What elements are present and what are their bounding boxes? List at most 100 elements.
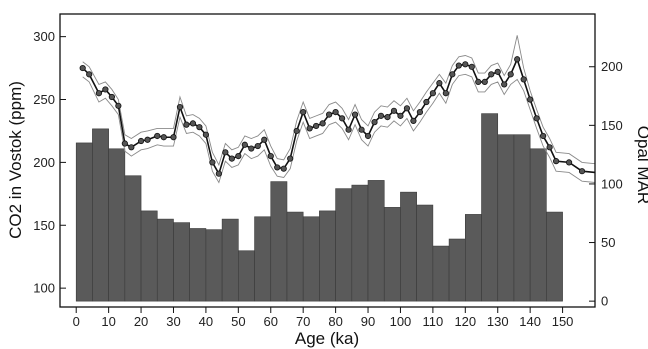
co2-point xyxy=(416,108,424,116)
opal-bar xyxy=(432,245,450,302)
co2-point xyxy=(79,64,86,72)
right-tick-label: 50 xyxy=(601,235,615,250)
co2-point xyxy=(429,90,436,97)
co2-point xyxy=(410,117,417,124)
x-tick-label: 10 xyxy=(101,314,115,329)
co2-point xyxy=(442,90,449,97)
opal-bar xyxy=(464,214,482,302)
right-tick-label: 200 xyxy=(601,59,623,74)
x-tick-label: 80 xyxy=(328,314,342,329)
x-axis-ticks: 0 10 20 30 40 50 60 70 80 90 100 110 120 130 140 150 xyxy=(73,307,573,329)
opal-bar xyxy=(205,229,223,302)
co2-point xyxy=(520,76,527,83)
opal-bar xyxy=(173,222,190,302)
x-tick-label: 120 xyxy=(454,314,476,329)
co2-point xyxy=(540,132,547,140)
opal-bar xyxy=(254,216,272,302)
co2-point xyxy=(102,86,109,93)
opal-bar xyxy=(546,211,563,302)
co2-point xyxy=(455,62,462,69)
opal-bar xyxy=(513,134,531,302)
co2-point xyxy=(261,136,268,143)
co2-point xyxy=(86,71,93,78)
co2-line xyxy=(79,56,596,177)
opal-bar xyxy=(124,175,142,302)
co2-point xyxy=(154,132,161,140)
opal-bar xyxy=(189,228,207,302)
co2-point xyxy=(501,81,508,88)
x-tick-label: 90 xyxy=(361,314,375,329)
co2-point xyxy=(267,153,274,160)
co2-point xyxy=(222,149,229,156)
co2-point xyxy=(254,142,261,150)
co2-point xyxy=(313,122,320,130)
opal-bar xyxy=(448,238,466,302)
co2-point xyxy=(202,131,210,138)
co2-point xyxy=(170,134,177,141)
x-tick-label: 110 xyxy=(423,314,444,329)
co2-point xyxy=(552,158,560,165)
co2-point xyxy=(209,159,216,166)
co2-point xyxy=(293,127,300,135)
opal-bar xyxy=(140,210,158,302)
x-tick-label: 70 xyxy=(296,314,310,329)
left-tick-label: 300 xyxy=(33,29,55,44)
co2-point xyxy=(475,78,482,86)
co2-point xyxy=(235,153,242,160)
co2-point xyxy=(494,68,501,75)
co2-point xyxy=(115,102,122,109)
x-tick-label: 140 xyxy=(519,314,541,329)
opal-bar xyxy=(367,180,385,302)
co2-point xyxy=(300,108,307,116)
co2-point xyxy=(449,71,456,78)
co2-point xyxy=(176,103,184,111)
opal-bar xyxy=(529,148,547,302)
x-tick-label: 60 xyxy=(264,314,278,329)
co2-point xyxy=(533,115,540,122)
co2-point xyxy=(371,119,378,126)
co2-point xyxy=(248,145,255,152)
left-tick-label: 250 xyxy=(33,92,55,107)
co2-point xyxy=(358,126,365,133)
left-tick-label: 100 xyxy=(33,281,55,296)
co2-point xyxy=(121,140,128,147)
right-axis-ticks: 0 50 100 150 200 xyxy=(589,59,623,309)
opal-bar xyxy=(416,204,434,302)
opal-bar xyxy=(351,184,369,302)
opal-bar xyxy=(400,191,417,302)
co2-point xyxy=(514,56,521,63)
co2-point xyxy=(144,136,151,143)
opal-bar xyxy=(270,181,288,302)
co2-point xyxy=(565,159,573,166)
co2-point xyxy=(403,105,411,112)
right-axis-title: Opal MAR xyxy=(634,126,648,204)
opal-bar xyxy=(156,218,174,302)
plot-frame xyxy=(59,13,596,308)
x-tick-label: 0 xyxy=(73,314,80,329)
co2-point xyxy=(390,107,398,114)
co2-point xyxy=(108,93,115,101)
opal-bar xyxy=(302,216,320,302)
co2-point xyxy=(128,144,135,151)
co2-point xyxy=(160,134,167,141)
co2-point xyxy=(488,71,495,78)
co2-point xyxy=(377,112,385,119)
co2-point xyxy=(228,155,235,162)
left-axis-title: CO2 in Vostok (ppm) xyxy=(6,81,25,239)
x-tick-label: 130 xyxy=(487,314,509,329)
co2-point xyxy=(306,125,313,132)
co2-point xyxy=(241,141,248,148)
x-tick-label: 40 xyxy=(199,314,213,329)
co2-point xyxy=(384,114,391,121)
co2-point xyxy=(468,63,475,70)
co2-point xyxy=(481,78,488,86)
co2-point xyxy=(462,61,469,68)
co2-point xyxy=(578,168,586,175)
opal-bar xyxy=(383,207,401,302)
co2-point xyxy=(345,126,352,133)
opal-bar xyxy=(497,134,515,302)
co2-point xyxy=(280,165,287,172)
co2-point xyxy=(527,96,534,103)
co2-point xyxy=(196,124,203,131)
co2-point xyxy=(326,111,333,118)
